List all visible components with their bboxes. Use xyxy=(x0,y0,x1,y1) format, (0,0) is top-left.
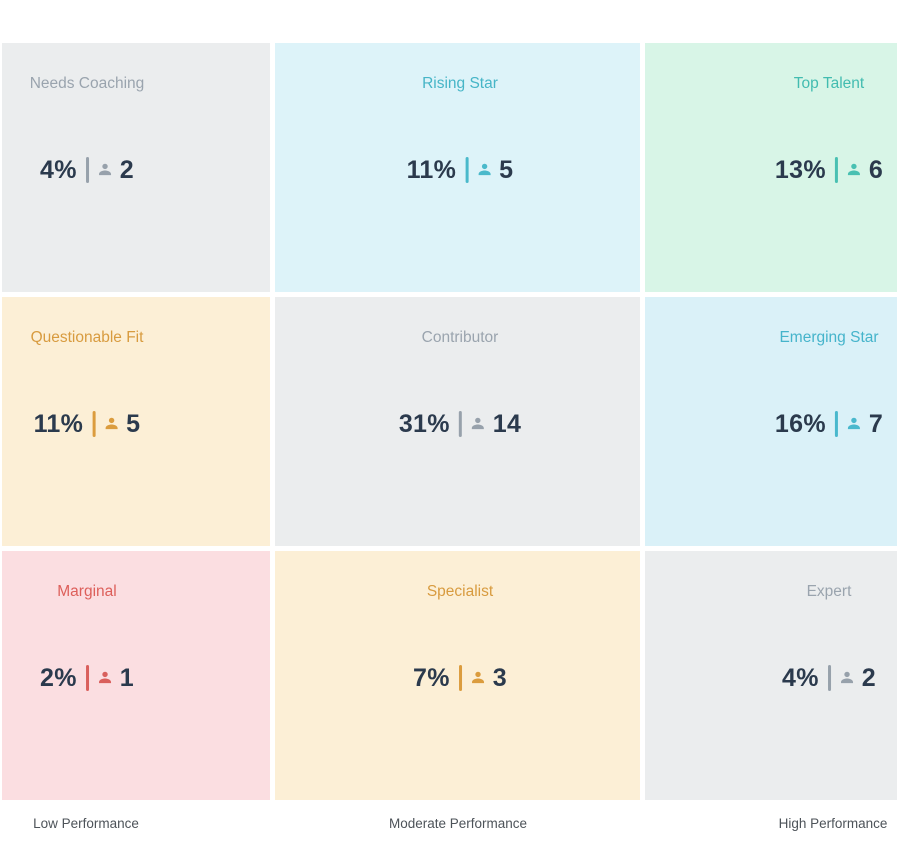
cell-title: Marginal xyxy=(57,583,117,600)
percent-value: 16% xyxy=(774,410,826,438)
value-divider xyxy=(85,157,89,183)
percent-value: 7% xyxy=(413,664,450,692)
cell-stats: 7% 3 xyxy=(413,663,507,693)
cell-title: Needs Coaching xyxy=(29,75,145,92)
count-value: 3 xyxy=(492,664,507,692)
count-value: 14 xyxy=(492,410,522,438)
cell-stats: 2% 1 xyxy=(40,663,134,693)
cell-expert[interactable]: Expert 4% 2 xyxy=(645,551,897,800)
count-value: 2 xyxy=(119,156,134,184)
value-divider xyxy=(92,411,96,437)
cell-stats: 11% 5 xyxy=(407,155,514,185)
value-divider xyxy=(458,665,462,691)
cell-marginal[interactable]: Marginal 2% 1 xyxy=(2,551,270,800)
cell-stats: 31% 14 xyxy=(399,409,521,439)
value-divider xyxy=(458,411,462,437)
cell-title: Rising Star xyxy=(422,75,498,92)
cell-top-talent[interactable]: Top Talent 13% 6 xyxy=(645,43,897,292)
cell-stats: 13% 6 xyxy=(775,155,883,185)
cell-specialist[interactable]: Specialist 7% 3 xyxy=(275,551,640,800)
person-icon xyxy=(102,415,120,433)
axis-label-moderate-performance: Moderate Performance xyxy=(388,816,528,831)
value-divider xyxy=(465,157,469,183)
cell-emerging-star[interactable]: Emerging Star 16% 7 xyxy=(645,297,897,546)
cell-contributor[interactable]: Contributor 31% 14 xyxy=(275,297,640,546)
person-icon xyxy=(845,161,863,179)
percent-value: 4% xyxy=(782,664,819,692)
talent-matrix: Needs Coaching 4% 2 Rising Star 11% 5 To… xyxy=(2,43,897,800)
percent-value: 13% xyxy=(774,156,826,184)
cell-needs-coaching[interactable]: Needs Coaching 4% 2 xyxy=(2,43,270,292)
value-divider xyxy=(834,411,838,437)
percent-value: 2% xyxy=(40,664,77,692)
count-value: 6 xyxy=(868,156,884,184)
person-icon xyxy=(96,669,114,687)
person-icon xyxy=(469,415,487,433)
cell-rising-star[interactable]: Rising Star 11% 5 xyxy=(275,43,640,292)
person-icon xyxy=(96,161,114,179)
cell-stats: 4% 2 xyxy=(782,663,876,693)
count-value: 5 xyxy=(499,156,514,184)
cell-title: Top Talent xyxy=(793,75,865,92)
person-icon xyxy=(469,669,487,687)
cell-stats: 16% 7 xyxy=(775,409,883,439)
person-icon xyxy=(838,669,856,687)
value-divider xyxy=(834,157,838,183)
count-value: 7 xyxy=(868,410,884,438)
axis-label-low-performance: Low Performance xyxy=(33,816,139,831)
count-value: 2 xyxy=(861,664,876,692)
cell-stats: 11% 5 xyxy=(34,409,141,439)
axis-label-high-performance: High Performance xyxy=(778,816,888,831)
cell-questionable-fit[interactable]: Questionable Fit 11% 5 xyxy=(2,297,270,546)
cell-title: Expert xyxy=(806,583,852,600)
cell-title: Specialist xyxy=(426,583,494,600)
cell-title: Questionable Fit xyxy=(30,329,144,346)
value-divider xyxy=(827,665,831,691)
percent-value: 11% xyxy=(406,156,457,184)
percent-value: 31% xyxy=(398,410,450,438)
person-icon xyxy=(845,415,863,433)
count-value: 1 xyxy=(119,664,134,692)
cell-title: Emerging Star xyxy=(779,329,879,346)
cell-title: Contributor xyxy=(421,329,499,346)
percent-value: 4% xyxy=(40,156,77,184)
percent-value: 11% xyxy=(33,410,84,438)
count-value: 5 xyxy=(126,410,141,438)
person-icon xyxy=(475,161,493,179)
value-divider xyxy=(85,665,89,691)
cell-stats: 4% 2 xyxy=(40,155,134,185)
